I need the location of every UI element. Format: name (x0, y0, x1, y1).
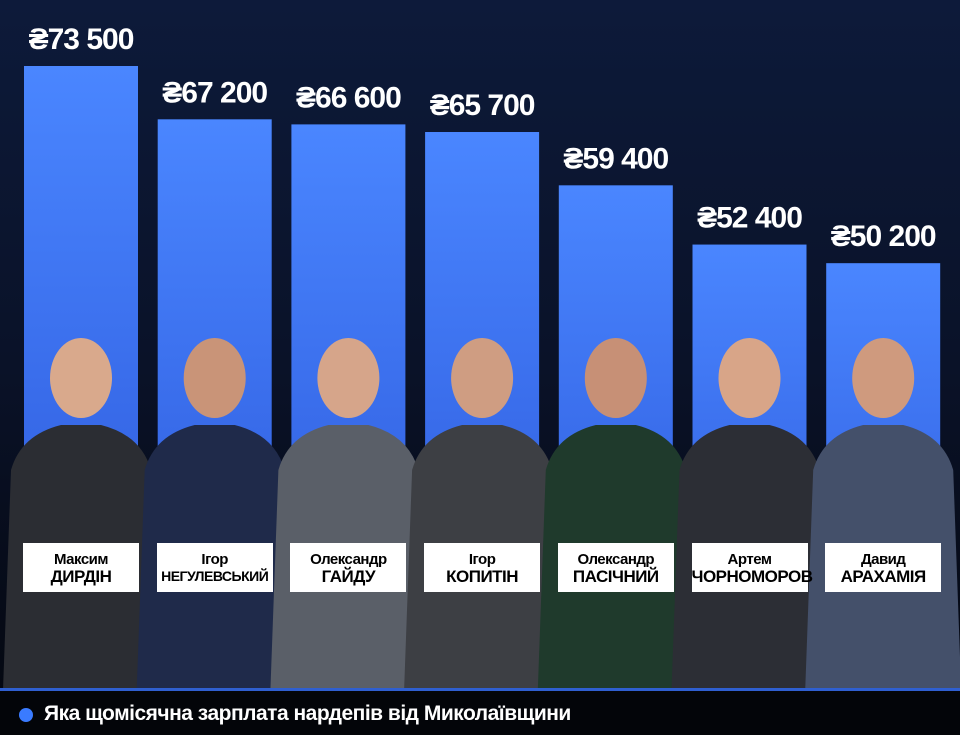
last-name: КОПИТІН (446, 566, 519, 586)
name-label: Ігор КОПИТІН (424, 543, 541, 592)
person-head (852, 338, 915, 418)
value-label: ₴65 700 (430, 89, 535, 122)
bullet-dot-icon (19, 708, 33, 722)
last-name: ГАЙДУ (321, 566, 376, 586)
value-label: ₴67 200 (162, 76, 267, 109)
last-name: НЕГУЛЕВСЬКИЙ (161, 567, 269, 584)
name-label: Артем ЧОРНОМОРОВ (691, 543, 814, 592)
value-label: ₴59 400 (563, 142, 668, 175)
first-name: Олександр (577, 550, 655, 568)
person-head (183, 338, 246, 418)
last-name: ЧОРНОМОРОВ (691, 566, 814, 586)
first-name: Олександр (310, 550, 387, 568)
first-name: Ігор (201, 550, 228, 568)
person-head (451, 338, 514, 418)
name-label: Олександр ПАСІЧНИЙ (557, 543, 674, 592)
name-label: Максим ДИРДІН (23, 543, 139, 592)
value-label: ₴66 600 (296, 81, 401, 114)
first-name: Ігор (468, 550, 496, 568)
value-label: ₴52 400 (697, 202, 802, 235)
person-head (50, 338, 112, 418)
last-name: ПАСІЧНИЙ (572, 566, 659, 586)
last-name: АРАХАМІЯ (840, 566, 927, 586)
value-label: ₴50 200 (831, 220, 936, 253)
person-head (584, 338, 647, 418)
person-head (718, 338, 781, 418)
first-name: Максим (54, 550, 109, 568)
name-label: Олександр ГАЙДУ (290, 543, 407, 592)
first-name: Давид (860, 550, 906, 568)
name-label: Ігор НЕГУЛЕВСЬКИЙ (156, 543, 273, 592)
salary-bar-chart: ₴73 500 ₴67 200 ₴66 600 ₴65 700 ₴59 400 ₴52 4… (3, 23, 960, 690)
chart-title: Яка щомісячна зарплата нардепів від Мико… (44, 702, 571, 725)
person-head (317, 338, 380, 418)
value-label: ₴73 500 (29, 23, 134, 56)
name-label: Давид АРАХАМІЯ (825, 543, 942, 592)
first-name: Артем (727, 550, 772, 568)
last-name: ДИРДІН (50, 566, 112, 586)
footer: Яка щомісячна зарплата нардепів від Мико… (0, 688, 960, 735)
